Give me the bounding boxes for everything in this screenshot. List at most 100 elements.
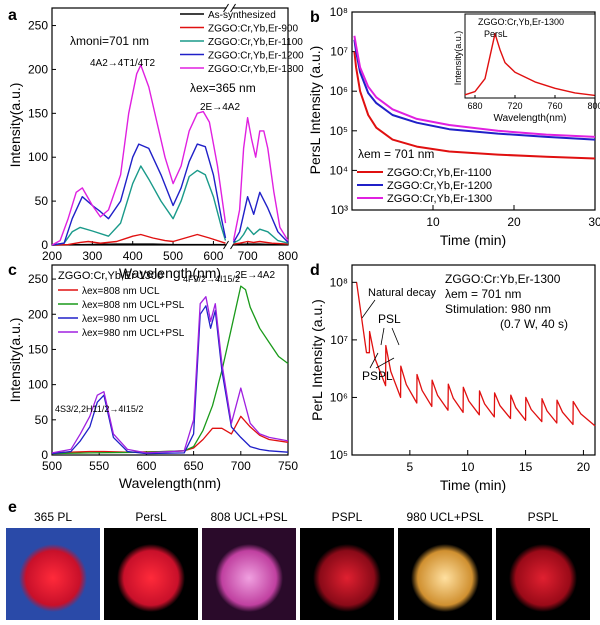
panel-c-sample: ZGGO:Cr,Yb,Er-1300	[58, 270, 163, 282]
panel-b-ylabel: PersL Intensity (a.u.)	[307, 46, 323, 175]
panel-c-ytick-label: 150	[28, 342, 48, 356]
panel-a-ytick-label: 250	[28, 19, 48, 33]
panel-a-axis-break-gap-top	[226, 5, 233, 11]
panel-a-ytick-label: 100	[28, 150, 48, 164]
panel-a-ytick-label: 0	[41, 238, 48, 252]
panel-e-sample-disc	[117, 544, 185, 612]
panel-c-chart: 0 50 100 150 200 250 500 550 600 650 700 750 Wavelen…	[7, 262, 298, 491]
panel-c-xtick-label: 600	[136, 459, 156, 473]
panel-a-letter: a	[8, 7, 17, 24]
panel-a-series-line	[51, 64, 227, 246]
panel-a-chart: 0 50 100 150 200 250 200 300 400 500 600 700 800 Wave…	[7, 3, 304, 281]
panel-b-letter: b	[310, 9, 320, 26]
panel-a-series-line	[51, 143, 227, 246]
panel-c-xtick-label: 550	[89, 459, 109, 473]
panel-c-series-line	[51, 296, 289, 454]
panel-b-ytick-label: 10⁷	[330, 45, 348, 59]
panel-c-legend-label: λex=980 nm UCL+PSL	[82, 328, 185, 339]
panel-b-xlabel: Time (min)	[440, 232, 506, 248]
panel-b-legend-label: ZGGO:Cr,Yb,Er-1200	[387, 180, 492, 192]
panel-e-photo-label: 980 UCL+PSL	[406, 510, 483, 524]
panel-c-legend-label: λex=808 nm UCL	[82, 286, 160, 297]
panel-a-legend-label: ZGGO:Cr,Yb,Er-1200	[208, 51, 304, 62]
panel-a-xtick-label: 300	[82, 249, 102, 263]
panel-b-inset-xtick-label: 680	[467, 101, 482, 111]
panel-b-ytick-label: 10⁶	[330, 84, 348, 98]
panel-b-series-line	[353, 35, 596, 138]
panel-b-inset-frame	[464, 13, 596, 99]
panel-a-legend-label: As-synthesized	[208, 10, 276, 21]
panel-e-photo-label: PSPL	[528, 510, 559, 524]
panel-d-annot-arrow	[369, 352, 379, 369]
panel-d-info-line: Stimulation: 980 nm	[445, 302, 551, 316]
panel-b-ytick-label: 10⁴	[329, 163, 348, 177]
panel-c-annot-cr-band: 2E→4A2	[235, 270, 275, 281]
panel-d-ytick-label: 10⁸	[330, 275, 348, 289]
panel-d-ytick-label: 10⁵	[330, 448, 348, 462]
panel-c-ytick-label: 0	[41, 448, 48, 462]
panel-b-lambda-em: λem = 701 nm	[358, 147, 434, 161]
panel-e-sample-disc	[509, 544, 577, 612]
panel-b-series-line	[353, 51, 596, 160]
panel-b-ytick-label: 10⁸	[330, 5, 348, 19]
panel-e-letter: e	[8, 499, 17, 516]
panel-d-annot-arrow	[375, 357, 395, 369]
panel-d-info-line: (0.7 W, 40 s)	[500, 317, 568, 331]
panel-d-xtick-label: 5	[407, 460, 414, 474]
panel-a-xtick-label: 400	[123, 249, 143, 263]
panel-e-photo-label: PersL	[135, 510, 167, 524]
panel-b-frame	[351, 11, 596, 211]
panel-c-ylabel: Intensity(a.u.)	[7, 318, 23, 403]
panel-c-ytick-label: 100	[28, 378, 48, 392]
panel-e-sample-disc	[313, 544, 381, 612]
panel-a-legend-label: ZGGO:Cr,Yb,Er-1100	[208, 37, 303, 48]
panel-c-xlabel: Wavelength(nm)	[119, 475, 221, 491]
panel-a-ytick-label: 150	[28, 106, 48, 120]
panel-a-break-mark	[223, 240, 229, 250]
panel-b-legend-label: ZGGO:Cr,Yb,Er-1100	[387, 167, 491, 179]
panel-c-xtick-label: 750	[278, 459, 298, 473]
panel-b-inset-xtick-label: 720	[507, 101, 522, 111]
panel-b-inset-label: PersL	[484, 29, 508, 39]
panel-e-photo-label: 365 PL	[34, 510, 72, 524]
panel-a-legend-label: ZGGO:Cr,Yb,Er-900	[208, 24, 298, 35]
panel-b-xtick-label: 20	[507, 215, 521, 229]
panel-a-series-line	[232, 191, 289, 243]
panel-a-xlabel: Wavelength(nm)	[119, 265, 221, 281]
panel-c-annot-red-band: 4F9/2→4I15/2	[183, 274, 240, 284]
panel-b-xtick-label: 10	[426, 215, 440, 229]
panel-a-annot-emission-band: 2E→4A2	[200, 102, 240, 113]
panel-b-inset-line	[464, 33, 596, 97]
panel-d-xtick-label: 20	[577, 460, 591, 474]
panel-a-annot-excitation-band: 4A2→4T1/4T2	[90, 58, 155, 69]
panel-b-inset-xlabel: Wavelength(nm)	[494, 113, 567, 124]
panel-e-sample-disc	[215, 544, 283, 612]
panel-b-ytick-label: 10⁵	[330, 124, 348, 138]
panel-a-series-line	[233, 243, 288, 246]
panel-d-annot-pspl: PSPL	[362, 369, 393, 383]
panel-a-xtick-label: 600	[203, 249, 223, 263]
panel-a-legend-label: ZGGO:Cr,Yb,Er-1300	[208, 64, 304, 75]
panel-a-series-line	[51, 165, 227, 246]
panel-a-ytick-label: 200	[28, 62, 48, 76]
panel-d-xtick-label: 15	[519, 460, 533, 474]
panel-a-series-line	[233, 226, 289, 244]
panel-c-series-line	[51, 415, 289, 454]
panel-a-series-line	[51, 243, 226, 246]
panel-b-inset-title: ZGGO:Cr,Yb,Er-1300	[478, 17, 564, 27]
panel-c-xtick-label: 500	[42, 459, 62, 473]
panel-a-axis-break-gap	[226, 242, 233, 248]
panel-d-xlabel: Time (min)	[440, 477, 506, 493]
panel-c-legend-label: λex=980 nm UCL	[82, 314, 160, 325]
panel-c-legend-label: λex=808 nm UCL+PSL	[82, 300, 185, 311]
panel-d-annot-arrow	[380, 327, 385, 346]
panel-c-ytick-label: 250	[28, 272, 48, 286]
panel-a-ylabel: Intensity(a.u.)	[7, 83, 23, 168]
panel-d-ytick-label: 10⁶	[330, 390, 348, 404]
panel-b-inset-ylabel: Intensity(a.u.)	[453, 31, 463, 86]
panel-d-annot-arrow	[391, 327, 400, 346]
panel-b-inset-xtick-label: 760	[547, 101, 562, 111]
panel-a-xtick-label: 200	[42, 249, 62, 263]
panel-d-ylabel: PerL Intensity (a.u.)	[309, 299, 325, 421]
